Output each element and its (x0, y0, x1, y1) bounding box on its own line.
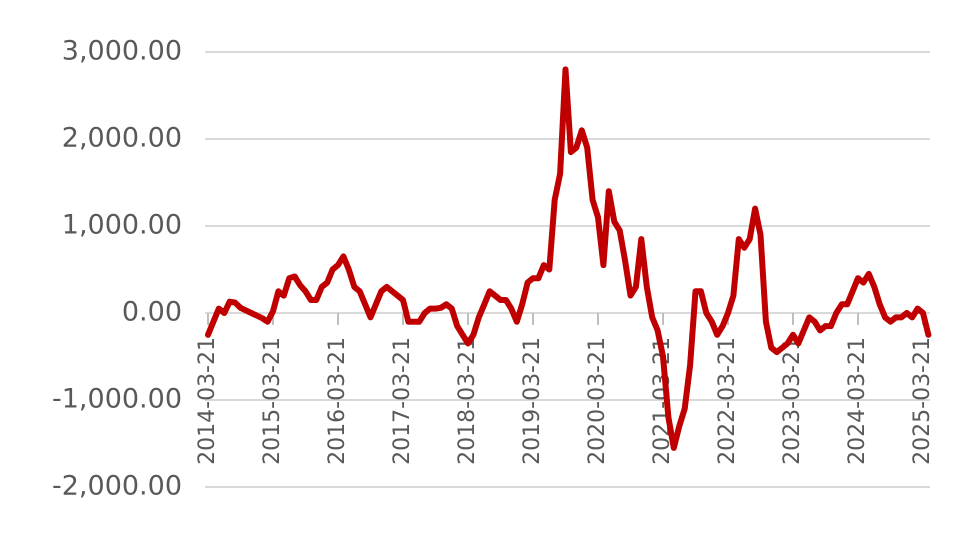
x-tick-label: 2019-03-21 (520, 337, 545, 465)
y-tick-label: 1,000.00 (62, 210, 182, 241)
x-tick-label: 2020-03-21 (585, 337, 610, 465)
x-tick-label: 2017-03-21 (390, 337, 415, 465)
x-tick-label: 2024-03-21 (845, 337, 870, 465)
y-tick-label: -1,000.00 (52, 384, 182, 415)
x-tick-label: 2025-03-21 (910, 337, 935, 465)
x-tick-label: 2016-03-21 (325, 337, 350, 465)
y-tick-label: -2,000.00 (52, 471, 182, 502)
y-tick-label: 0.00 (122, 297, 182, 328)
x-tick-label: 2014-03-21 (195, 337, 220, 465)
x-tick-label: 2018-03-21 (455, 337, 480, 465)
x-tick-label: 2022-03-21 (715, 337, 740, 465)
y-tick-label: 2,000.00 (62, 123, 182, 154)
y-tick-label: 3,000.00 (62, 36, 182, 67)
x-tick-label: 2023-03-21 (780, 337, 805, 465)
x-tick-label: 2015-03-21 (260, 337, 285, 465)
data-line (205, 66, 932, 451)
